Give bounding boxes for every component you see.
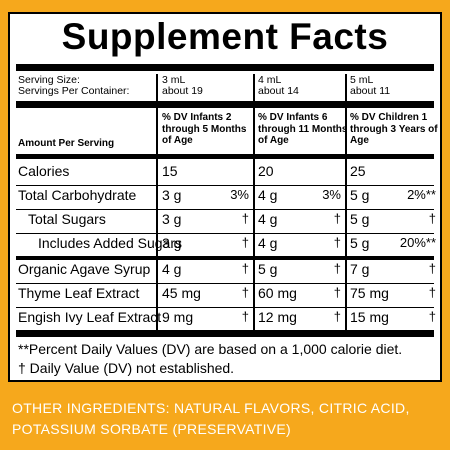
nutrient-dv: † — [333, 235, 341, 250]
nutrient-name: Thyme Leaf Extract — [18, 285, 140, 301]
nutrient-dv: † — [333, 261, 341, 276]
panel-title: Supplement Facts — [61, 16, 389, 57]
footnote-dagger: † Daily Value (DV) not established. — [18, 360, 235, 376]
footnote-percent-dv: **Percent Daily Values (DV) are based on… — [18, 341, 403, 357]
nutrient-amount: 5 g — [350, 211, 370, 227]
supplement-facts-panel: Supplement Facts Serving Size: Servings … — [8, 12, 442, 382]
nutrient-amount: 15 — [162, 163, 178, 179]
serving-rule — [16, 101, 434, 108]
nutrient-amount: 60 mg — [258, 285, 297, 301]
nutrient-dv: † — [333, 285, 341, 300]
nutrient-name: Calories — [18, 163, 70, 179]
nutrient-dv: † — [333, 211, 341, 226]
nutrient-dv: † — [333, 309, 341, 324]
nutrient-amount: 12 mg — [258, 309, 297, 325]
nutrient-dv: 20%** — [399, 235, 436, 250]
nutrient-amount: 5 g — [350, 187, 370, 203]
nutrient-dv: † — [428, 285, 436, 300]
title-rule — [16, 64, 434, 71]
nutrient-name: Engish Ivy Leaf Extract — [18, 309, 162, 325]
nutrient-dv: 2%** — [407, 187, 436, 202]
amount-per-serving-label: Amount Per Serving — [18, 138, 115, 149]
servings-col2: about 14 — [258, 85, 299, 97]
serving-size-label: Serving Size: — [18, 74, 80, 86]
nutrient-amount: 4 g — [258, 187, 278, 203]
servings-per-container-label: Servings Per Container: — [18, 85, 130, 97]
nutrient-name: Total Sugars — [28, 211, 106, 227]
nutrient-amount: 20 — [258, 163, 274, 179]
dv-header-col2: % DV Infants 6 through 11 Months of Age — [258, 112, 348, 146]
nutrient-dv: † — [428, 261, 436, 276]
nutrient-amount: 5 g — [258, 261, 278, 277]
row-divider — [16, 307, 434, 308]
nutrient-amount: 3 g — [162, 187, 182, 203]
nutrient-amount: 15 mg — [350, 309, 389, 325]
nutrient-amount: 3 g — [162, 235, 182, 251]
nutrient-dv: 3% — [322, 187, 341, 202]
nutrient-amount: 45 mg — [162, 285, 201, 301]
nutrient-name: Includes Added Sugars — [38, 235, 182, 251]
row-divider — [16, 185, 434, 186]
serving-size-col1: 3 mL — [162, 74, 186, 86]
header-rule — [16, 154, 434, 159]
nutrient-amount: 25 — [350, 163, 366, 179]
row-divider — [16, 209, 434, 210]
nutrient-name: Organic Agave Syrup — [18, 261, 151, 277]
nutrient-dv: † — [241, 235, 249, 250]
row-divider — [16, 283, 434, 284]
nutrient-amount: 4 g — [162, 261, 182, 277]
dv-header-col3: % DV Children 1 through 3 Years of Age — [350, 112, 438, 146]
nutrient-dv: 3% — [230, 187, 249, 202]
row-divider — [16, 233, 434, 234]
servings-col3: about 11 — [350, 85, 391, 97]
nutrient-amount: 5 g — [350, 235, 370, 251]
nutrient-dv: † — [241, 211, 249, 226]
nutrient-dv: † — [241, 285, 249, 300]
table-bottom-rule — [16, 330, 434, 337]
nutrient-dv: † — [428, 309, 436, 324]
other-ingredients: OTHER INGREDIENTS: NATURAL FLAVORS, CITR… — [12, 400, 410, 437]
nutrient-amount: 7 g — [350, 261, 370, 277]
nutrient-name: Total Carbohydrate — [18, 187, 137, 203]
nutrient-amount: 4 g — [258, 211, 278, 227]
dv-header-col1: % DV Infants 2 through 5 Months of Age — [162, 112, 247, 146]
nutrient-dv: † — [241, 309, 249, 324]
nutrient-dv: † — [428, 211, 436, 226]
column-divider-1 — [156, 74, 158, 331]
servings-col1: about 19 — [162, 85, 203, 97]
nutrient-amount: 75 mg — [350, 285, 389, 301]
column-divider-2 — [253, 74, 255, 331]
row-divider — [16, 256, 434, 260]
serving-size-col2: 4 mL — [258, 74, 282, 86]
nutrient-dv: † — [241, 261, 249, 276]
serving-size-col3: 5 mL — [350, 74, 374, 86]
column-divider-3 — [345, 74, 347, 331]
nutrient-amount: 3 g — [162, 211, 182, 227]
nutrient-amount: 4 g — [258, 235, 278, 251]
nutrient-amount: 9 mg — [162, 309, 194, 325]
